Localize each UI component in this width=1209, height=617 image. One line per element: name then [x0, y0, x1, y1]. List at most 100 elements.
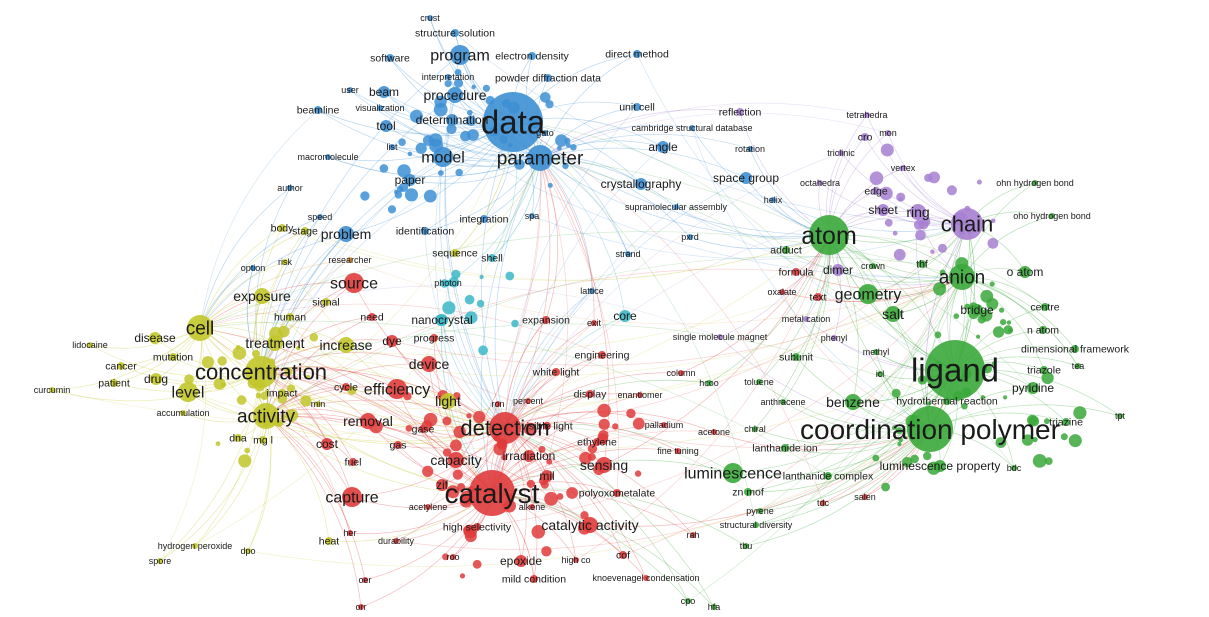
label-light: light — [435, 393, 461, 409]
bubble — [917, 375, 928, 385]
node-dna — [234, 434, 242, 442]
bubble — [407, 151, 413, 157]
label-exit: exit — [587, 318, 602, 328]
label-anthracene: anthracene — [760, 397, 805, 407]
bubble — [546, 458, 553, 465]
node-high-co — [573, 557, 579, 563]
label-fine-tuning: fine tuning — [657, 446, 699, 456]
label-pyrene: pyrene — [746, 506, 774, 516]
edge — [819, 182, 968, 225]
label-capture: capture — [325, 490, 378, 507]
label-column: column — [666, 368, 695, 378]
bubble — [493, 442, 507, 456]
edge — [444, 54, 506, 429]
edge — [265, 316, 373, 417]
node-salen — [862, 494, 868, 500]
edge — [747, 428, 931, 493]
label-single-molecule-magnet: single molecule magnet — [673, 332, 768, 342]
bubble — [450, 439, 462, 452]
node-gase — [419, 425, 427, 433]
label-gas: gas — [390, 440, 407, 452]
node-roo — [450, 554, 456, 560]
edge — [89, 344, 262, 378]
label-chiral: chiral — [744, 424, 766, 434]
edge — [539, 53, 638, 159]
edge — [409, 157, 541, 184]
bubble — [566, 487, 578, 499]
edge — [199, 285, 721, 338]
label-roo: roo — [446, 552, 459, 562]
node-concentration — [245, 356, 277, 388]
edge — [539, 157, 595, 324]
bubble — [459, 573, 466, 579]
label-hcoo: hcoo — [699, 378, 719, 388]
node-toluene — [756, 379, 762, 385]
node-strand — [625, 251, 631, 257]
label-geometry: geometry — [835, 287, 902, 304]
edge — [539, 157, 830, 238]
edge — [260, 371, 353, 498]
label-parameter: parameter — [497, 149, 584, 170]
node-cancer — [117, 362, 125, 370]
bubble — [238, 454, 252, 468]
label-beam: beam — [369, 85, 399, 99]
node-mg-l — [259, 436, 267, 444]
bubble — [467, 129, 479, 141]
node-atom — [809, 215, 849, 255]
edge — [539, 157, 1015, 469]
node-thf — [918, 260, 926, 268]
edge — [929, 223, 972, 430]
bubble — [953, 313, 960, 319]
edge — [636, 53, 956, 371]
bubble — [977, 315, 986, 324]
label-progress: progress — [414, 333, 455, 345]
edge — [784, 276, 963, 449]
edge — [260, 230, 306, 373]
edge — [531, 215, 968, 260]
node-structural-diversity — [753, 522, 759, 528]
edge — [424, 157, 541, 232]
edge — [51, 371, 262, 402]
label-activity: activity — [237, 407, 296, 428]
edge — [925, 223, 968, 430]
edge — [265, 282, 355, 417]
edge — [589, 428, 931, 527]
bubble — [405, 425, 413, 432]
edge — [680, 234, 830, 374]
edge — [281, 227, 830, 282]
node-capture — [342, 487, 362, 507]
label-integration: integration — [459, 214, 508, 226]
node-min — [315, 401, 321, 407]
label-white-light: white light — [532, 367, 580, 379]
node-curcumin — [49, 387, 55, 393]
node-author — [287, 185, 293, 191]
node-zif — [436, 479, 448, 491]
bubble — [896, 192, 906, 202]
label-polyoxometalate: polyoxometalate — [579, 488, 656, 500]
edge — [199, 230, 306, 329]
label-powder-diffraction-data: powder diffraction data — [495, 73, 601, 85]
edge — [265, 415, 493, 494]
edge — [622, 276, 963, 556]
node-chiral — [752, 426, 758, 432]
edge — [281, 276, 963, 411]
label-luminescence-property: luminescence property — [880, 459, 1001, 473]
label-core: core — [613, 309, 637, 323]
label-mon: mon — [879, 128, 897, 138]
edge — [199, 187, 291, 329]
node-activity — [253, 403, 279, 429]
bubble — [992, 326, 1005, 338]
node-edge — [872, 187, 880, 195]
label-dimensional-framework: dimensional framework — [1021, 344, 1130, 356]
node-benzene — [845, 394, 861, 410]
node-device — [421, 356, 437, 372]
edge — [260, 132, 546, 373]
node-software — [386, 54, 394, 62]
node-sensing — [596, 457, 612, 473]
bubble — [255, 392, 262, 399]
label-impact: impact — [267, 388, 298, 400]
node-shell — [488, 254, 496, 262]
bubble — [398, 138, 406, 146]
bubble — [980, 395, 985, 400]
edge — [265, 121, 514, 417]
